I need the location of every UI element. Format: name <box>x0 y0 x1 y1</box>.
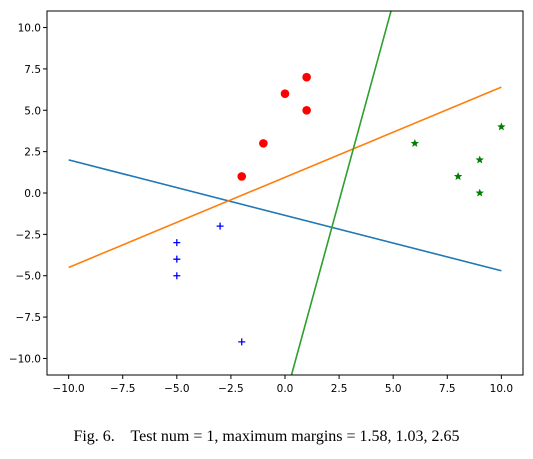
y-tick-label: 5.0 <box>24 105 41 117</box>
plot-area <box>68 11 506 375</box>
y-tick-label: −5.0 <box>16 271 42 283</box>
data-point-star <box>497 122 506 131</box>
y-tick-label: 10.0 <box>18 23 41 35</box>
data-point-star <box>475 188 484 197</box>
y-tick-label: −10.0 <box>9 353 41 365</box>
x-tick-label: −7.5 <box>110 383 136 395</box>
y-tick-label: 2.5 <box>24 147 41 159</box>
y-tick-label: −7.5 <box>16 312 42 324</box>
data-point-star <box>475 155 484 164</box>
x-tick-label: 10.0 <box>490 383 513 395</box>
x-axis: −10.0 −7.5 −5.0 −2.5 0.0 2.5 5.0 7.5 10.0 <box>53 375 513 395</box>
y-tick-label: −2.5 <box>16 229 42 241</box>
x-tick-label: −10.0 <box>53 383 85 395</box>
data-point-circle <box>237 172 247 181</box>
data-point-star <box>453 172 463 181</box>
plot-frame <box>46 10 524 376</box>
data-point-plus <box>216 222 224 230</box>
y-axis: −10.0 −7.5 −5.0 −2.5 0.0 2.5 5.0 7.5 10.0 <box>9 23 47 365</box>
x-tick-label: 0.0 <box>277 383 294 395</box>
separator-line-3 <box>290 11 392 375</box>
x-tick-label: 7.5 <box>439 383 456 395</box>
y-tick-label: 0.0 <box>24 188 41 200</box>
data-point-plus <box>173 272 181 280</box>
data-point-star <box>410 138 419 147</box>
data-point-circle <box>280 89 290 99</box>
data-point-circle <box>302 105 311 115</box>
data-point-circle <box>302 72 311 82</box>
separator-line-1 <box>68 159 502 272</box>
data-point-circle <box>259 139 268 148</box>
figure-caption: Fig. 6. Test num = 1, maximum margins = … <box>73 428 460 445</box>
x-tick-label: −5.0 <box>164 383 190 395</box>
y-tick-label: 7.5 <box>24 64 41 76</box>
separator-line-2 <box>68 86 502 269</box>
data-point-plus <box>238 338 246 346</box>
x-tick-label: 5.0 <box>385 383 402 395</box>
data-point-plus <box>173 239 181 247</box>
data-point-plus <box>173 255 181 263</box>
x-tick-label: −2.5 <box>218 383 244 395</box>
x-tick-label: 2.5 <box>331 383 348 395</box>
